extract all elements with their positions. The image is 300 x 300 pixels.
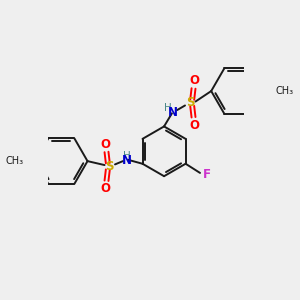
Text: N: N (122, 154, 132, 167)
Text: CH₃: CH₃ (275, 86, 294, 96)
Text: S: S (106, 160, 114, 173)
Text: S: S (186, 96, 194, 110)
Text: O: O (190, 118, 200, 132)
Text: F: F (202, 168, 211, 181)
Text: N: N (168, 106, 178, 118)
Text: O: O (100, 138, 110, 151)
Text: H: H (123, 151, 131, 161)
Text: O: O (100, 182, 110, 195)
Text: H: H (164, 103, 172, 113)
Text: O: O (190, 74, 200, 87)
Text: CH₃: CH₃ (5, 156, 23, 166)
